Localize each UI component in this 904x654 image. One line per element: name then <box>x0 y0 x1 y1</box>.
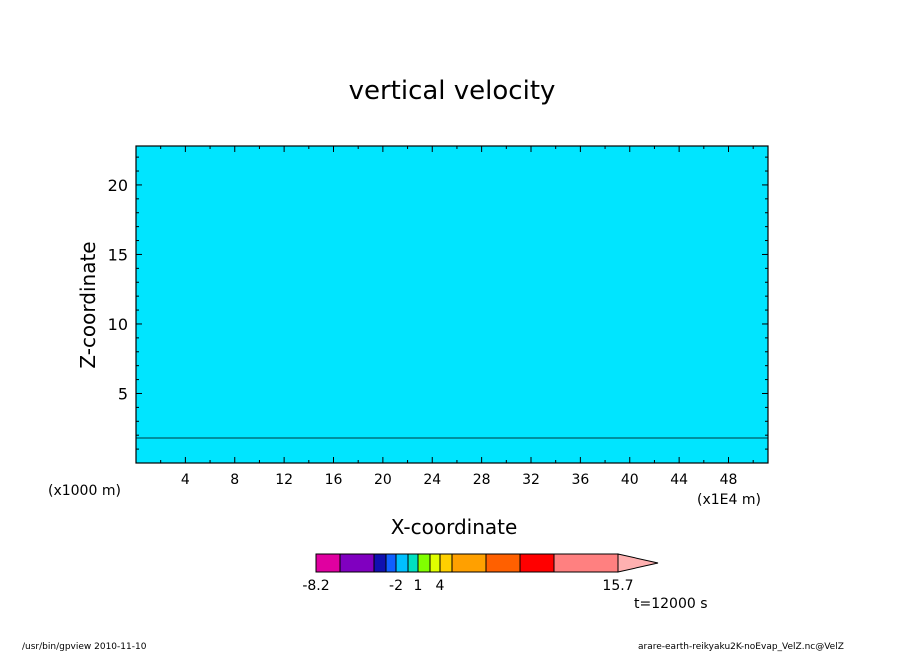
footer-left: /usr/bin/gpview 2010-11-10 <box>22 642 147 652</box>
colorbar-swatch <box>407 553 419 573</box>
x-tick-label: 28 <box>473 472 491 488</box>
field-near-surface-cells <box>136 422 768 463</box>
contour-field <box>136 146 768 463</box>
colorbar-swatch <box>451 553 487 573</box>
colorbar-extend-arrow <box>617 553 659 573</box>
colorbar-swatch <box>439 553 453 573</box>
y-tick-label: 5 <box>118 384 128 403</box>
colorbar-swatch <box>385 553 397 573</box>
x-tick-label: 32 <box>522 472 540 488</box>
colorbar-swatch <box>519 553 555 573</box>
footer-right: arare-earth-reikyaku2K-noEvap_VelZ.nc@Ve… <box>638 642 844 652</box>
time-label: t=12000 s <box>634 596 708 612</box>
colorbar-tick-label: -2 <box>389 578 403 594</box>
colorbar-swatch <box>395 553 409 573</box>
colorbar-max-label: 15.7 <box>602 578 633 594</box>
colorbar-swatch <box>417 553 431 573</box>
x-tick-label: 36 <box>571 472 589 488</box>
x-tick-label: 24 <box>423 472 441 488</box>
plot-frame <box>135 145 769 464</box>
colorbar-tick-label: 4 <box>436 578 445 594</box>
chart-title: vertical velocity <box>348 76 556 106</box>
colorbar-swatch <box>373 553 387 573</box>
colorbar-swatch <box>339 553 375 573</box>
x-tick-label: 4 <box>181 472 190 488</box>
colorbar-swatch <box>485 553 521 573</box>
colorbar: -8.2 -2 1 4 15.7 <box>302 553 659 594</box>
colorbar-tick-label: 1 <box>414 578 423 594</box>
colorbar-swatch <box>315 553 341 573</box>
y-tick-label: 15 <box>108 245 128 264</box>
colorbar-min-label: -8.2 <box>302 578 329 594</box>
x-axis-label: X-coordinate <box>390 515 518 539</box>
x-scale-label: (x1E4 m) <box>697 492 761 508</box>
colorbar-swatch <box>553 553 619 573</box>
colorbar-swatch <box>429 553 441 573</box>
field-positive-regions <box>136 146 768 463</box>
x-tick-label: 12 <box>275 472 293 488</box>
x-tick-label: 44 <box>670 472 688 488</box>
x-tick-label: 48 <box>720 472 738 488</box>
y-axis-ticks: 5 10 15 20 <box>108 156 768 450</box>
x-unit-label: (x1000 m) <box>48 483 121 499</box>
x-tick-label: 40 <box>621 472 639 488</box>
y-tick-label: 20 <box>108 176 128 195</box>
x-tick-label: 20 <box>374 472 392 488</box>
x-tick-label: 8 <box>230 472 239 488</box>
x-tick-label: 16 <box>325 472 343 488</box>
y-tick-label: 10 <box>108 315 128 334</box>
x-axis-ticks: 4 8 12 16 20 24 28 32 36 40 44 48 <box>160 146 754 488</box>
